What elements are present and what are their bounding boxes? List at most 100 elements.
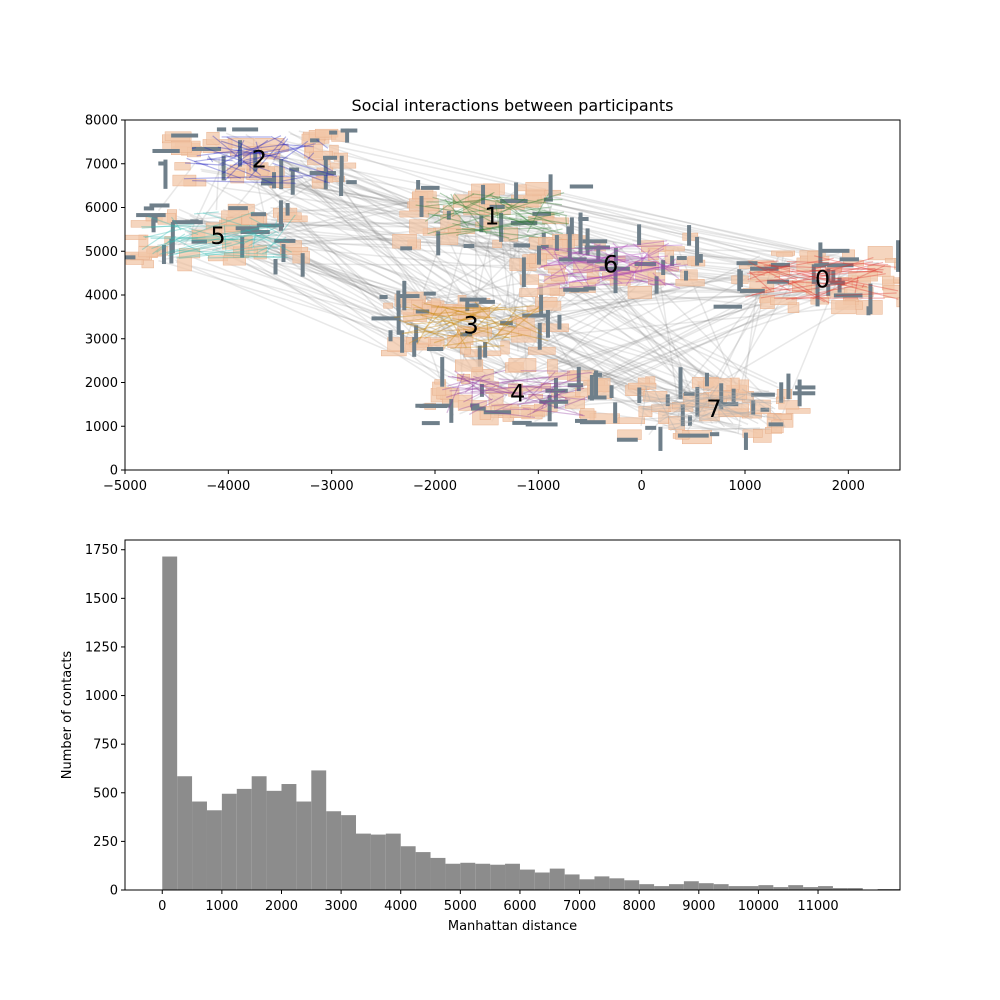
wall-segment — [815, 279, 820, 307]
cluster-edge — [582, 244, 629, 270]
cluster-edge — [454, 312, 496, 319]
cluster-label-7: 7 — [706, 395, 721, 423]
interaction-edge — [629, 291, 776, 308]
cluster-edge — [557, 396, 589, 409]
wall-segment — [256, 223, 284, 228]
wall-segment — [589, 375, 594, 401]
wall-segment — [795, 385, 816, 390]
cluster-edge — [643, 400, 790, 411]
cluster-edge — [612, 242, 619, 249]
cluster-edge — [570, 268, 634, 272]
wall-segment — [567, 383, 584, 388]
histogram-bar — [713, 884, 729, 890]
cluster-edge — [566, 269, 607, 276]
y-tick-label: 6000 — [85, 201, 118, 216]
cluster-edge — [569, 254, 590, 287]
room-block — [307, 159, 331, 166]
wall-segment — [683, 391, 695, 396]
wall-segment — [826, 283, 831, 296]
cluster-edge — [167, 229, 266, 255]
wall-segment — [792, 391, 816, 396]
wall-segment — [240, 236, 245, 258]
wall-segment — [751, 400, 756, 415]
cluster-edge — [245, 225, 279, 244]
wall-segment — [739, 288, 765, 293]
cluster-edge — [515, 214, 569, 225]
wall-segment — [309, 171, 336, 176]
cluster-edge — [769, 408, 782, 421]
wall-segment — [421, 421, 440, 426]
bottom-x-ticks: 0 1000 2000 3000 4000 5000 6000 7000 8000 9000 100… — [158, 890, 839, 914]
wall-segment — [161, 244, 166, 265]
network-chart: 0 1 2 3 4 5 6 7 −5000 −4000 −3000 −2000 −1000 0 1000 2… — [85, 96, 901, 494]
wall-segment — [426, 346, 444, 351]
chart-title: Social interactions between participants — [352, 96, 674, 115]
cluster-edge — [666, 258, 677, 269]
cluster-edge — [189, 228, 246, 245]
room-block — [831, 300, 856, 315]
room-block — [485, 387, 516, 394]
cluster-edge — [472, 193, 563, 206]
room-block — [792, 280, 812, 293]
histogram-bar — [385, 833, 401, 890]
wall-segment — [704, 372, 709, 387]
cluster-edge — [454, 370, 493, 401]
wall-segment — [684, 270, 689, 281]
room-block — [573, 261, 593, 273]
cluster-edge — [642, 391, 760, 408]
room-block — [628, 382, 657, 390]
cluster-edge — [751, 273, 886, 296]
cluster-edge — [447, 369, 506, 387]
room-block — [848, 271, 878, 282]
wall-segment — [537, 322, 542, 350]
cluster-edge — [662, 394, 739, 417]
wall-segment — [613, 402, 618, 424]
wall-segment — [567, 233, 572, 262]
wall-segment — [522, 313, 549, 318]
cluster-edge — [822, 283, 825, 289]
wall-segment — [586, 259, 611, 264]
cluster-edge — [491, 399, 571, 407]
interaction-edge — [175, 259, 488, 394]
interaction-edge — [256, 172, 546, 276]
cluster-edge — [497, 385, 584, 389]
cluster-edge — [204, 146, 271, 173]
wall-segment — [676, 256, 687, 261]
room-block — [773, 414, 793, 420]
wall-segment — [521, 257, 526, 287]
cluster-edge — [542, 246, 584, 286]
x-axis-label: Manhattan distance — [448, 919, 577, 934]
room-block — [867, 246, 893, 261]
cluster-edge — [572, 263, 678, 283]
room-block — [448, 228, 475, 235]
wall-segment — [216, 127, 227, 132]
wall-segment — [477, 345, 482, 367]
wall-segment — [412, 337, 417, 357]
x-tick-label: −4000 — [206, 479, 250, 494]
cluster-edge — [465, 384, 475, 390]
cluster-label-5: 5 — [210, 222, 225, 250]
histogram-bar — [236, 788, 252, 890]
cluster-edge — [539, 244, 683, 251]
wall-segment — [719, 383, 724, 410]
wall-segment — [483, 410, 512, 415]
wall-segment — [419, 195, 424, 217]
wall-segment — [736, 261, 758, 266]
cluster-edge — [233, 143, 316, 166]
room-block — [586, 276, 600, 284]
cluster-edge — [454, 302, 502, 349]
cluster-edge — [600, 250, 638, 269]
wall-segment — [500, 199, 528, 204]
cluster-edge — [195, 162, 209, 166]
cluster-edge — [469, 202, 567, 241]
cluster-edge — [245, 153, 277, 161]
y-tick-label: 1000 — [85, 420, 118, 435]
cluster-edge — [180, 226, 274, 241]
cluster-edge — [274, 220, 278, 226]
room-block — [742, 429, 763, 438]
cluster-edge — [763, 265, 884, 271]
cluster-edge — [747, 261, 797, 281]
room-block — [539, 323, 569, 332]
cluster-edge — [642, 411, 754, 420]
cluster-edge — [674, 395, 754, 418]
